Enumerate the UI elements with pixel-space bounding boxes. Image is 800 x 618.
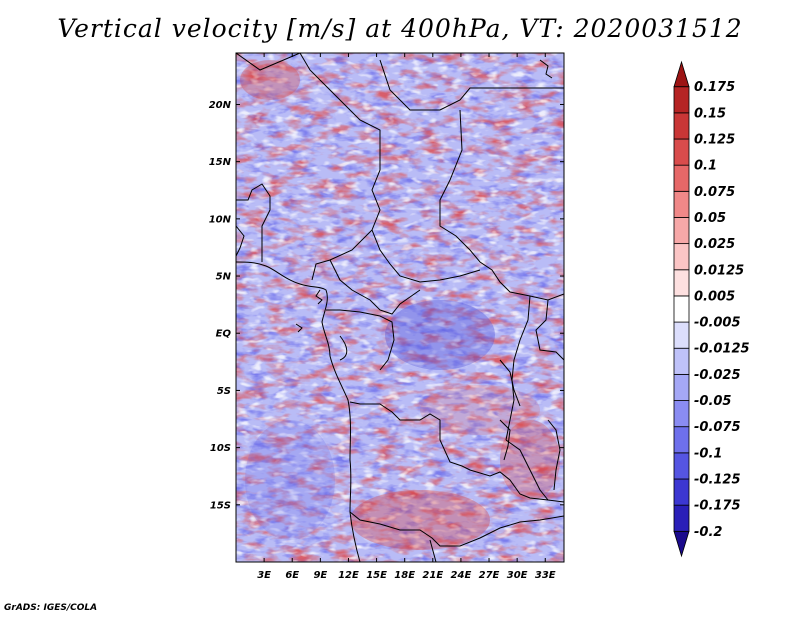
colorbar-swatch	[673, 347, 690, 375]
lat-tick-label: 10N	[209, 214, 232, 225]
lon-tick-label: 15E	[366, 570, 387, 581]
lat-tick-label: 10S	[210, 443, 231, 454]
colorbar-label: -0.1	[694, 446, 722, 461]
colorbar-label: -0.175	[694, 499, 741, 514]
colorbar-label: 0.1	[694, 159, 717, 174]
colorbar-label: -0.2	[694, 525, 722, 540]
colorbar-label: 0.05	[694, 211, 726, 226]
colorbar-swatch	[673, 504, 690, 532]
colorbar-label: 0.075	[694, 185, 735, 200]
colorbar-swatch	[673, 426, 690, 454]
latitude-axis: 20N 15N 10N 5N EQ 5S 10S 15S	[209, 100, 564, 511]
lon-tick-label: 27E	[479, 570, 500, 581]
colorbar-swatch	[673, 452, 690, 480]
lon-tick-label: 6E	[285, 570, 299, 581]
vertical-velocity-field	[236, 53, 564, 562]
map-frame	[235, 52, 565, 563]
colorbar-swatch	[673, 269, 690, 297]
lat-tick-label: 5S	[217, 386, 231, 397]
colorbar-label: 0.0125	[694, 263, 744, 278]
colorbar-swatch	[673, 243, 690, 271]
colorbar-swatch	[673, 400, 690, 428]
lon-tick-label: 9E	[313, 570, 327, 581]
colorbar-swatch	[673, 373, 690, 401]
chart-title: Vertical velocity [m/s] at 400hPa, VT: 2…	[57, 14, 743, 43]
colorbar-label: -0.05	[694, 394, 731, 409]
lon-tick-label: 18E	[394, 570, 415, 581]
colorbar-label: -0.125	[694, 472, 741, 487]
lat-tick-label: 20N	[209, 100, 232, 111]
colorbar-label: 0.125	[694, 133, 735, 148]
lon-tick-label: 3E	[257, 570, 271, 581]
colorbar-swatch	[673, 190, 690, 218]
colorbar-swatch	[673, 60, 690, 88]
colorbar-swatch	[673, 321, 690, 349]
colorbar-label: -0.025	[694, 368, 741, 383]
colorbar-label: 0.15	[694, 106, 726, 121]
colorbar-label: 0.025	[694, 237, 735, 252]
longitude-axis: 3E 6E 9E 12E 15E 18E 21E 24E 27E 30E 33E	[257, 53, 556, 581]
colorbar-swatch	[673, 112, 690, 140]
colorbar-swatch	[673, 164, 690, 192]
lon-tick-label: 24E	[451, 570, 472, 581]
grads-credit: GrADS: IGES/COLA	[4, 603, 98, 613]
colorbar-label: -0.005	[694, 316, 741, 331]
colorbar: -0.2 -0.175 -0.125 -0.1 -0.075 -0.05 -0.025 -0.…	[673, 60, 750, 558]
country-borders	[236, 53, 564, 562]
lat-tick-label: 5N	[216, 272, 232, 283]
colorbar-swatch	[673, 295, 690, 323]
colorbar-swatch	[673, 478, 690, 506]
colorbar-swatch	[673, 530, 690, 558]
lon-tick-label: 12E	[338, 570, 359, 581]
colorbar-swatch	[673, 217, 690, 245]
colorbar-label: -0.075	[694, 420, 741, 435]
lat-tick-label: 15S	[210, 500, 231, 511]
colorbar-swatch	[673, 138, 690, 166]
lat-tick-label: 15N	[209, 157, 232, 168]
lon-tick-label: 30E	[507, 570, 528, 581]
colorbar-label: 0.005	[694, 289, 735, 304]
lat-tick-label: EQ	[216, 329, 232, 340]
colorbar-swatch	[673, 86, 690, 114]
colorbar-label: -0.0125	[694, 342, 750, 357]
lon-tick-label: 21E	[422, 570, 443, 581]
lon-tick-label: 33E	[535, 570, 556, 581]
colorbar-label: 0.175	[694, 80, 735, 95]
